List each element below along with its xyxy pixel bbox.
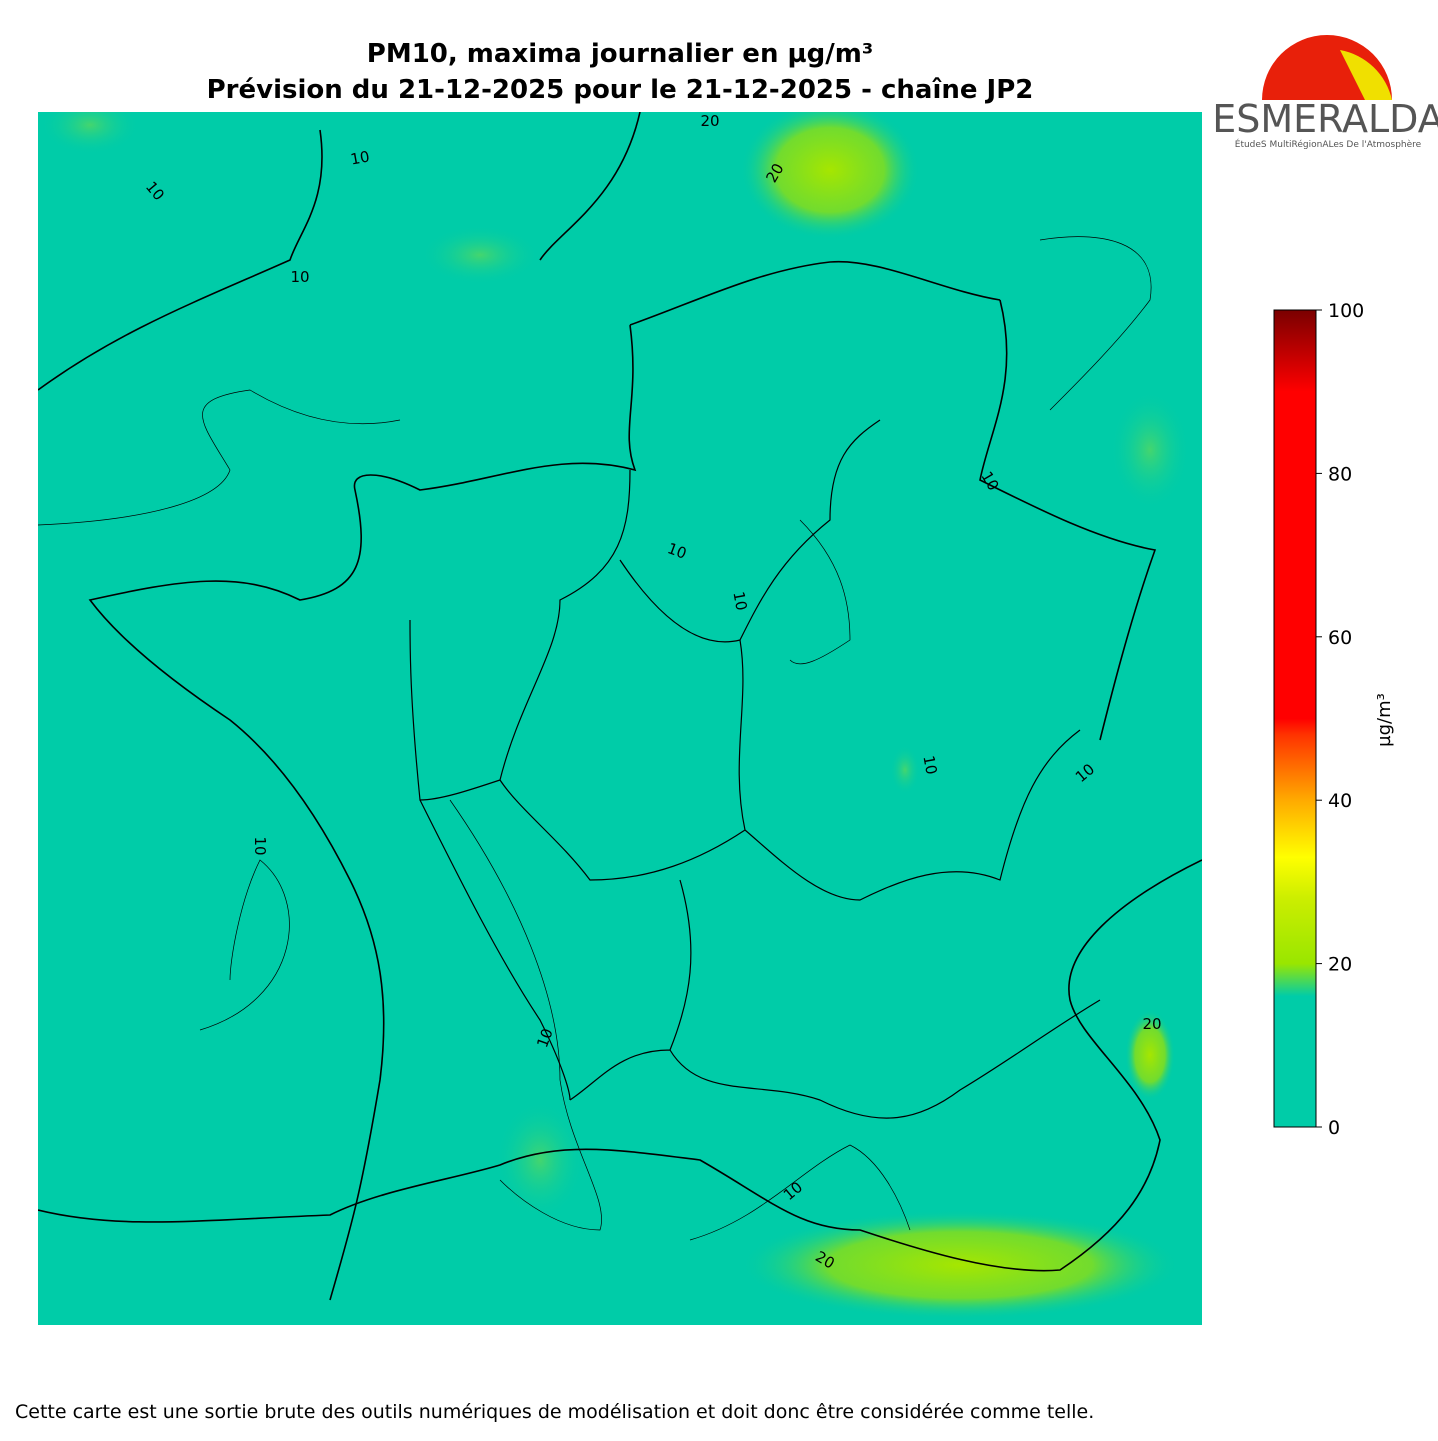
coastlines	[38, 112, 1202, 1301]
pollution-area	[1110, 390, 1190, 510]
colorbar-tick-label: 60	[1328, 627, 1352, 649]
colorbar-ticks: 0 20 40 60 80 100	[1316, 300, 1364, 1139]
logo-sun-part	[1340, 50, 1392, 100]
pollution-area	[420, 225, 540, 285]
logo-name: ESMERALDA	[1212, 97, 1438, 141]
logo: ESMERALDA ÉtudeS MultiRégionALes De l'At…	[1212, 35, 1438, 150]
contour-label: 20	[700, 112, 719, 130]
pollution-area	[740, 112, 920, 240]
contour-label: 10	[729, 590, 750, 612]
title: PM10, maxima journalier en µg/m³	[367, 39, 873, 69]
colorbar-tick-label: 80	[1328, 463, 1352, 485]
contour-label: 10	[533, 1026, 556, 1050]
contour-label: 10	[290, 268, 309, 286]
subtitle: Prévision du 21-12-2025 pour le 21-12-20…	[207, 75, 1034, 105]
region-borders	[409, 419, 1101, 1119]
contour-lines	[38, 236, 1152, 1241]
colorbar-tick-label: 0	[1328, 1117, 1340, 1139]
pollution-area	[495, 1100, 585, 1220]
contour-label: 10	[251, 836, 269, 855]
logo-subtitle: ÉtudeS MultiRégionALes De l'Atmosphère	[1235, 138, 1422, 150]
contour-label: 10	[665, 539, 689, 562]
pollution-area	[740, 1210, 1180, 1320]
footer: Cette carte est une sortie brute des out…	[15, 1401, 1094, 1423]
colorbar-tick-label: 20	[1328, 954, 1352, 976]
pollution-area	[40, 112, 140, 155]
contour-label: 10	[349, 147, 371, 168]
contour-label: 10	[919, 754, 940, 776]
colorbar	[1273, 309, 1317, 1128]
colorbar-label: µg/m³	[1374, 693, 1395, 747]
pollution-area	[1125, 1010, 1175, 1100]
contour-label: 20	[1142, 1015, 1161, 1033]
colorbar-tick-label: 40	[1328, 790, 1352, 812]
pollution-area	[890, 745, 920, 795]
colorbar-tick-label: 100	[1328, 300, 1364, 322]
map-background	[38, 112, 1202, 1325]
